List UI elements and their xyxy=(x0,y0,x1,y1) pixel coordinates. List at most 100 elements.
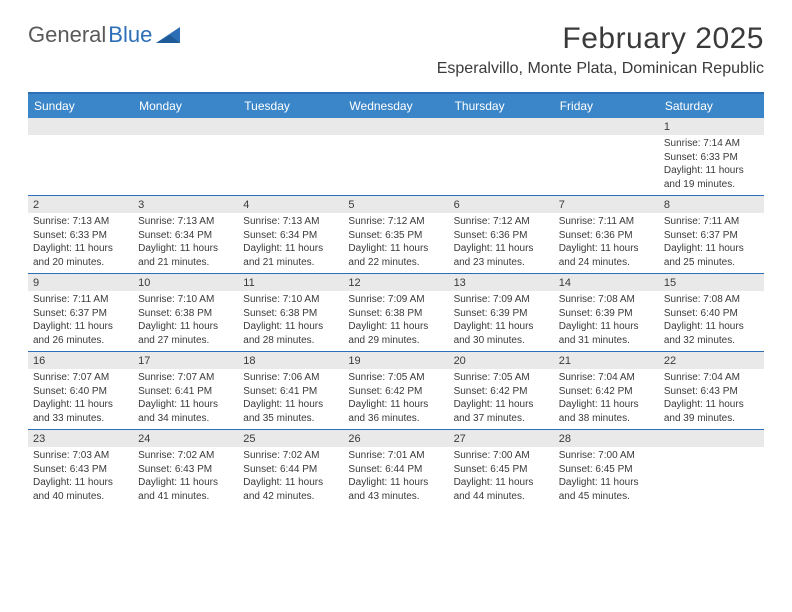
day-number: 21 xyxy=(554,352,659,369)
day-number: 14 xyxy=(554,274,659,291)
sunrise-line: Sunrise: 7:11 AM xyxy=(33,293,128,307)
day-number: 23 xyxy=(28,430,133,447)
day-cell: 7Sunrise: 7:11 AMSunset: 6:36 PMDaylight… xyxy=(554,196,659,273)
day-cell: 6Sunrise: 7:12 AMSunset: 6:36 PMDaylight… xyxy=(449,196,554,273)
sunrise-line: Sunrise: 7:12 AM xyxy=(454,215,549,229)
day-cell: 16Sunrise: 7:07 AMSunset: 6:40 PMDayligh… xyxy=(28,352,133,429)
day-body xyxy=(133,135,238,141)
sunset-line: Sunset: 6:45 PM xyxy=(559,463,654,477)
sunrise-line: Sunrise: 7:04 AM xyxy=(559,371,654,385)
week-row: 2Sunrise: 7:13 AMSunset: 6:33 PMDaylight… xyxy=(28,195,764,273)
sunrise-line: Sunrise: 7:07 AM xyxy=(138,371,233,385)
day-number: 7 xyxy=(554,196,659,213)
day-body: Sunrise: 7:11 AMSunset: 6:37 PMDaylight:… xyxy=(659,213,764,273)
day-body: Sunrise: 7:10 AMSunset: 6:38 PMDaylight:… xyxy=(238,291,343,351)
sunset-line: Sunset: 6:34 PM xyxy=(243,229,338,243)
day-number: 11 xyxy=(238,274,343,291)
sunset-line: Sunset: 6:37 PM xyxy=(33,307,128,321)
sunset-line: Sunset: 6:36 PM xyxy=(559,229,654,243)
daylight-line: Daylight: 11 hours and 42 minutes. xyxy=(243,476,338,503)
sunset-line: Sunset: 6:33 PM xyxy=(664,151,759,165)
day-number: 20 xyxy=(449,352,554,369)
daylight-line: Daylight: 11 hours and 36 minutes. xyxy=(348,398,443,425)
daylight-line: Daylight: 11 hours and 44 minutes. xyxy=(454,476,549,503)
daylight-line: Daylight: 11 hours and 39 minutes. xyxy=(664,398,759,425)
day-cell: 5Sunrise: 7:12 AMSunset: 6:35 PMDaylight… xyxy=(343,196,448,273)
sunrise-line: Sunrise: 7:04 AM xyxy=(664,371,759,385)
day-cell: 3Sunrise: 7:13 AMSunset: 6:34 PMDaylight… xyxy=(133,196,238,273)
day-cell: 2Sunrise: 7:13 AMSunset: 6:33 PMDaylight… xyxy=(28,196,133,273)
sunset-line: Sunset: 6:38 PM xyxy=(348,307,443,321)
day-cell: 1Sunrise: 7:14 AMSunset: 6:33 PMDaylight… xyxy=(659,118,764,195)
sunrise-line: Sunrise: 7:08 AM xyxy=(664,293,759,307)
sunset-line: Sunset: 6:42 PM xyxy=(559,385,654,399)
day-body: Sunrise: 7:10 AMSunset: 6:38 PMDaylight:… xyxy=(133,291,238,351)
weekday-header-row: Sunday Monday Tuesday Wednesday Thursday… xyxy=(28,94,764,118)
day-body: Sunrise: 7:05 AMSunset: 6:42 PMDaylight:… xyxy=(343,369,448,429)
day-body: Sunrise: 7:11 AMSunset: 6:36 PMDaylight:… xyxy=(554,213,659,273)
day-body: Sunrise: 7:07 AMSunset: 6:40 PMDaylight:… xyxy=(28,369,133,429)
day-body: Sunrise: 7:12 AMSunset: 6:36 PMDaylight:… xyxy=(449,213,554,273)
sunset-line: Sunset: 6:40 PM xyxy=(664,307,759,321)
calendar-grid: Sunday Monday Tuesday Wednesday Thursday… xyxy=(28,92,764,507)
day-cell: 26Sunrise: 7:01 AMSunset: 6:44 PMDayligh… xyxy=(343,430,448,507)
sunrise-line: Sunrise: 7:14 AM xyxy=(664,137,759,151)
daylight-line: Daylight: 11 hours and 20 minutes. xyxy=(33,242,128,269)
day-number: 22 xyxy=(659,352,764,369)
daylight-line: Daylight: 11 hours and 37 minutes. xyxy=(454,398,549,425)
day-body: Sunrise: 7:04 AMSunset: 6:43 PMDaylight:… xyxy=(659,369,764,429)
day-number: 3 xyxy=(133,196,238,213)
day-cell: 18Sunrise: 7:06 AMSunset: 6:41 PMDayligh… xyxy=(238,352,343,429)
day-number: 10 xyxy=(133,274,238,291)
sunset-line: Sunset: 6:45 PM xyxy=(454,463,549,477)
day-number: 15 xyxy=(659,274,764,291)
day-cell: 19Sunrise: 7:05 AMSunset: 6:42 PMDayligh… xyxy=(343,352,448,429)
sunset-line: Sunset: 6:44 PM xyxy=(348,463,443,477)
day-number: 16 xyxy=(28,352,133,369)
day-cell: 13Sunrise: 7:09 AMSunset: 6:39 PMDayligh… xyxy=(449,274,554,351)
day-cell xyxy=(343,118,448,195)
brand-triangle-icon xyxy=(156,25,182,45)
daylight-line: Daylight: 11 hours and 30 minutes. xyxy=(454,320,549,347)
day-body: Sunrise: 7:06 AMSunset: 6:41 PMDaylight:… xyxy=(238,369,343,429)
sunrise-line: Sunrise: 7:02 AM xyxy=(243,449,338,463)
day-body: Sunrise: 7:12 AMSunset: 6:35 PMDaylight:… xyxy=(343,213,448,273)
sunrise-line: Sunrise: 7:09 AM xyxy=(348,293,443,307)
day-number: 12 xyxy=(343,274,448,291)
day-number xyxy=(28,118,133,135)
sunrise-line: Sunrise: 7:10 AM xyxy=(243,293,338,307)
sunset-line: Sunset: 6:33 PM xyxy=(33,229,128,243)
day-body xyxy=(449,135,554,141)
day-body xyxy=(554,135,659,141)
day-number: 28 xyxy=(554,430,659,447)
sunset-line: Sunset: 6:44 PM xyxy=(243,463,338,477)
day-body: Sunrise: 7:13 AMSunset: 6:33 PMDaylight:… xyxy=(28,213,133,273)
sunset-line: Sunset: 6:39 PM xyxy=(454,307,549,321)
daylight-line: Daylight: 11 hours and 31 minutes. xyxy=(559,320,654,347)
sunrise-line: Sunrise: 7:06 AM xyxy=(243,371,338,385)
daylight-line: Daylight: 11 hours and 32 minutes. xyxy=(664,320,759,347)
day-cell: 22Sunrise: 7:04 AMSunset: 6:43 PMDayligh… xyxy=(659,352,764,429)
day-number xyxy=(449,118,554,135)
day-cell: 21Sunrise: 7:04 AMSunset: 6:42 PMDayligh… xyxy=(554,352,659,429)
sunrise-line: Sunrise: 7:05 AM xyxy=(348,371,443,385)
sunrise-line: Sunrise: 7:08 AM xyxy=(559,293,654,307)
day-cell: 23Sunrise: 7:03 AMSunset: 6:43 PMDayligh… xyxy=(28,430,133,507)
sunset-line: Sunset: 6:36 PM xyxy=(454,229,549,243)
day-body: Sunrise: 7:00 AMSunset: 6:45 PMDaylight:… xyxy=(554,447,659,507)
day-number xyxy=(554,118,659,135)
day-cell: 27Sunrise: 7:00 AMSunset: 6:45 PMDayligh… xyxy=(449,430,554,507)
sunrise-line: Sunrise: 7:00 AM xyxy=(559,449,654,463)
sunrise-line: Sunrise: 7:13 AM xyxy=(138,215,233,229)
sunrise-line: Sunrise: 7:02 AM xyxy=(138,449,233,463)
brand-word-2: Blue xyxy=(108,22,152,48)
daylight-line: Daylight: 11 hours and 22 minutes. xyxy=(348,242,443,269)
weekday-label: Tuesday xyxy=(238,94,343,118)
day-body: Sunrise: 7:13 AMSunset: 6:34 PMDaylight:… xyxy=(133,213,238,273)
daylight-line: Daylight: 11 hours and 29 minutes. xyxy=(348,320,443,347)
location-label: Esperalvillo, Monte Plata, Dominican Rep… xyxy=(437,60,764,78)
day-cell xyxy=(659,430,764,507)
day-cell: 20Sunrise: 7:05 AMSunset: 6:42 PMDayligh… xyxy=(449,352,554,429)
day-number: 8 xyxy=(659,196,764,213)
sunrise-line: Sunrise: 7:11 AM xyxy=(559,215,654,229)
